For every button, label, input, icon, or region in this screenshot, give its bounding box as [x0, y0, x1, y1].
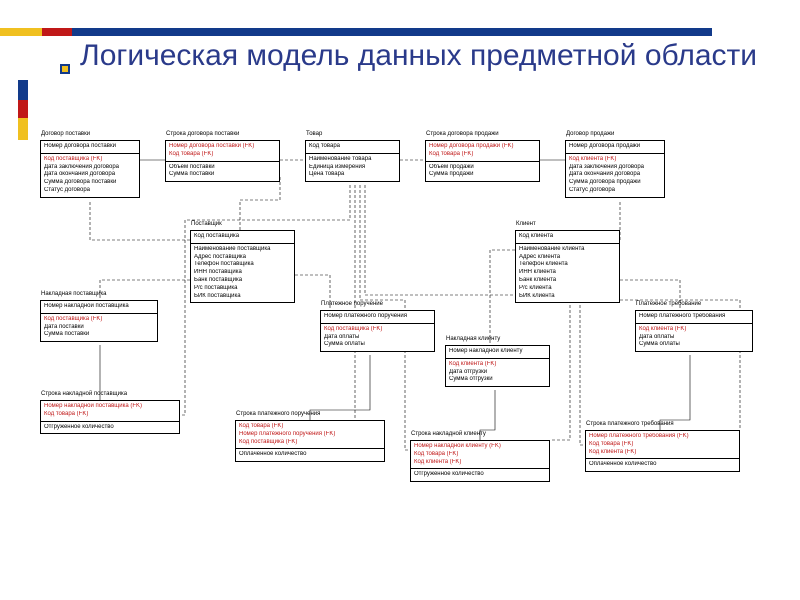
entity-attrs: Наименование клиентаАдрес клиентаТелефон… [516, 244, 619, 303]
entity-e10: Накладная клиентуНомер накладной клиенту… [445, 345, 550, 387]
entity-pk: Номер накладной поставщика (FK)Код товар… [41, 401, 179, 422]
entity-header: Накладная поставщика [41, 291, 106, 299]
entity-e15: Строка платежного требованияНомер платеж… [585, 430, 740, 472]
entity-attrs: Отгруженное количество [411, 469, 549, 481]
entity-header: Платежное поручение [321, 301, 383, 309]
entity-header: Строка накладной поставщика [41, 391, 127, 399]
page-title: Логическая модель данных предметной обла… [80, 38, 757, 74]
er-diagram: Договор поставкиНомер договора поставкиК… [40, 130, 770, 580]
entity-header: Товар [306, 131, 322, 139]
entity-pk: Номер договора продажи [566, 141, 664, 154]
entity-pk: Номер накладной клиенту (FK)Код товара (… [411, 441, 549, 469]
entity-e8: Накладная поставщикаНомер накладной пост… [40, 300, 158, 342]
entity-header: Строка договора продажи [426, 131, 499, 139]
entity-pk: Код товара (FK)Номер платежного поручени… [236, 421, 384, 449]
entity-header: Платежное требование [636, 301, 701, 309]
entity-attrs: Отгруженное количество [41, 422, 179, 434]
entity-attrs: Объем продажиСумма продажи [426, 162, 539, 182]
entity-e2: Строка договора поставкиНомер договора п… [165, 140, 280, 182]
entity-attrs: Оплаченное количество [586, 459, 739, 471]
entity-pk: Номер накладной поставщика [41, 301, 157, 314]
entity-header: Строка платежного поручения [236, 411, 320, 419]
entity-pk: Номер договора поставки (FK)Код товара (… [166, 141, 279, 162]
entity-attrs: Код клиента (FK)Дата заключения договора… [566, 154, 664, 197]
entity-pk: Код товара [306, 141, 399, 154]
entity-attrs: Оплаченное количество [236, 449, 384, 461]
entity-header: Строка платежного требования [586, 421, 674, 429]
entity-header: Договор поставки [41, 131, 90, 139]
entity-header: Строка накладной клиенту [411, 431, 486, 439]
entity-attrs: Наименование поставщикаАдрес поставщикаТ… [191, 244, 294, 303]
entity-attrs: Код поставщика (FK)Дата оплатыСумма опла… [321, 324, 434, 351]
entity-attrs: Код поставщика (FK)Дата заключения догов… [41, 154, 139, 197]
entity-attrs: Код клиента (FK)Дата оплатыСумма оплаты [636, 324, 752, 351]
entity-attrs: Наименование товараЕдиница измеренияЦена… [306, 154, 399, 181]
entity-attrs: Код клиента (FK)Дата отгрузкиСумма отгру… [446, 359, 549, 386]
entity-header: Строка договора поставки [166, 131, 239, 139]
entity-attrs: Код поставщика (FK)Дата поставкиСумма по… [41, 314, 157, 341]
entity-header: Накладная клиенту [446, 336, 500, 344]
entity-pk: Номер накладной клиенту [446, 346, 549, 359]
entity-pk: Номер платежного поручения [321, 311, 434, 324]
title-bullet-icon [60, 64, 70, 74]
entity-header: Поставщик [191, 221, 222, 229]
entity-e6: ПоставщикКод поставщикаНаименование пост… [190, 230, 295, 303]
entity-e14: Строка накладной клиентуНомер накладной … [410, 440, 550, 482]
entity-e12: Строка накладной поставщикаНомер накладн… [40, 400, 180, 434]
entity-pk: Код поставщика [191, 231, 294, 244]
entity-pk: Код клиента [516, 231, 619, 244]
entity-e13: Строка платежного порученияКод товара (F… [235, 420, 385, 462]
entity-e9: Платежное поручениеНомер платежного пору… [320, 310, 435, 352]
entity-e1: Договор поставкиНомер договора поставкиК… [40, 140, 140, 198]
entity-e5: Договор продажиНомер договора продажиКод… [565, 140, 665, 198]
entity-e4: Строка договора продажиНомер договора пр… [425, 140, 540, 182]
entity-pk: Номер договора продажи (FK)Код товара (F… [426, 141, 539, 162]
entity-attrs: Объем поставкиСумма поставки [166, 162, 279, 182]
entity-pk: Номер платежного требования (FK)Код това… [586, 431, 739, 459]
entity-header: Договор продажи [566, 131, 614, 139]
entity-e11: Платежное требованиеНомер платежного тре… [635, 310, 753, 352]
entity-e3: ТоварКод товараНаименование товараЕдиниц… [305, 140, 400, 182]
entity-header: Клиент [516, 221, 536, 229]
entity-e7: КлиентКод клиентаНаименование клиентаАдр… [515, 230, 620, 303]
entity-pk: Номер платежного требования [636, 311, 752, 324]
entity-pk: Номер договора поставки [41, 141, 139, 154]
